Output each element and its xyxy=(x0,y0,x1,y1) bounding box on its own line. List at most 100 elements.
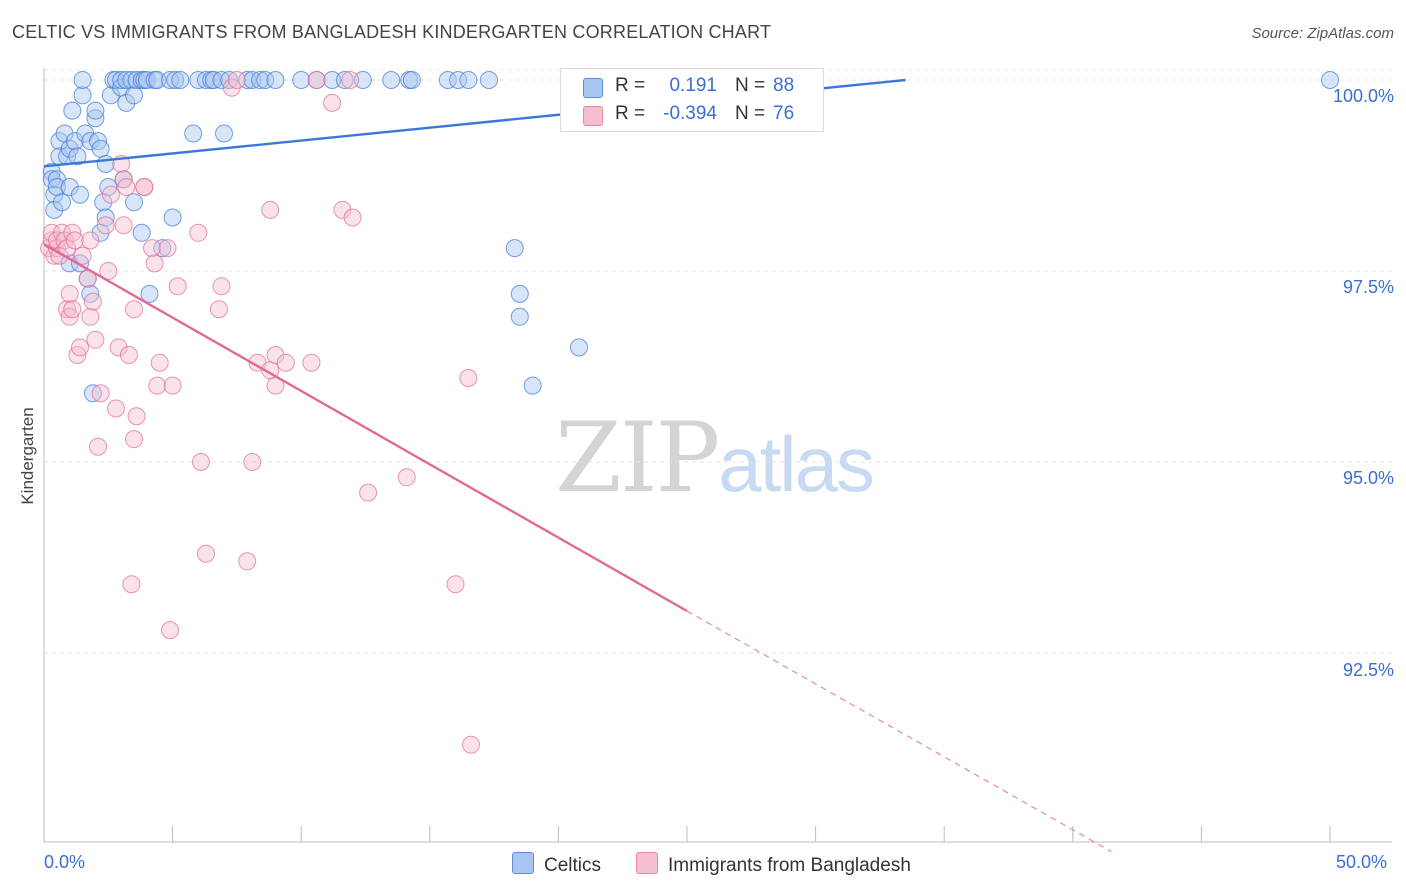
bangladesh-point-60 xyxy=(261,200,280,219)
bangladesh-point-68 xyxy=(333,200,352,219)
celtics-point-81 xyxy=(449,71,468,89)
celtics-point-32 xyxy=(96,208,115,227)
bangladesh-point-22 xyxy=(83,292,102,311)
bangladesh-point-54 xyxy=(212,277,231,296)
y-tick-label-97-5: 97.5% xyxy=(1342,277,1394,297)
legend-n-label: N = xyxy=(735,75,766,96)
watermark: ZIPatlas xyxy=(555,402,875,514)
bangladesh-point-34 xyxy=(117,178,136,196)
bangladesh-point-70 xyxy=(343,208,362,227)
celtics-point-74 xyxy=(323,71,342,89)
celtics-point-75 xyxy=(335,71,354,89)
celtics-point-39 xyxy=(112,71,131,89)
bottom-legend-swatch-celtics xyxy=(512,852,534,874)
bangladesh-point-28 xyxy=(101,185,120,204)
bangladesh-point-63 xyxy=(266,346,285,364)
bangladesh-point-18 xyxy=(73,246,92,265)
celtics-point-85 xyxy=(510,284,529,303)
celtics-point-20 xyxy=(73,71,92,89)
celtics-point-42 xyxy=(117,93,136,112)
bangladesh-point-36 xyxy=(122,575,141,594)
celtics-point-46 xyxy=(127,71,146,89)
celtics-point-67 xyxy=(238,71,257,89)
bangladesh-point-27 xyxy=(99,262,118,280)
y-axis-label: Kindergarten xyxy=(18,407,37,505)
celtics-point-84 xyxy=(505,239,524,258)
bangladesh-point-23 xyxy=(86,330,105,349)
source-label: Source: ZipAtlas.com xyxy=(1251,25,1394,42)
bangladesh-point-69 xyxy=(341,71,360,89)
stats-legend: R = 0.191 N = 88 R = -0.394 N = 76 xyxy=(560,68,824,132)
bangladesh-point-39 xyxy=(127,407,146,426)
bangladesh-point-46 xyxy=(158,239,177,258)
celtics-point-27 xyxy=(86,101,105,120)
celtics-point-25 xyxy=(83,384,102,403)
celtics-point-76 xyxy=(353,71,372,89)
bottom-legend-celtics: Celtics xyxy=(512,852,601,877)
celtics-point-41 xyxy=(117,71,136,89)
celtics-point-48 xyxy=(132,223,151,242)
celtics-point-54 xyxy=(153,239,172,258)
legend-row-celtics: R = 0.191 N = 88 xyxy=(561,72,823,100)
bangladesh-point-71 xyxy=(359,483,378,502)
celtics-point-15 xyxy=(65,132,84,151)
legend-n-value-bangladesh: 76 xyxy=(773,103,795,124)
celtics-point-26 xyxy=(86,109,105,128)
celtics-point-24 xyxy=(81,132,100,151)
celtics-point-57 xyxy=(166,71,185,89)
bangladesh-point-15 xyxy=(65,231,84,250)
bangladesh-point-41 xyxy=(135,178,154,196)
bangladesh-point-75 xyxy=(462,735,480,754)
celtics-point-72 xyxy=(292,71,311,89)
celtics-point-44 xyxy=(125,86,143,105)
legend-r-label: R = xyxy=(615,75,646,96)
celtics-point-88 xyxy=(570,338,588,357)
celtics-point-60 xyxy=(189,71,208,89)
bangladesh-trend-extension xyxy=(686,610,1112,853)
watermark-atlas: atlas xyxy=(718,420,875,508)
bottom-legend-swatch-bangladesh xyxy=(636,852,658,874)
celtics-point-61 xyxy=(197,71,215,89)
bangladesh-point-72 xyxy=(397,468,416,487)
bangladesh-point-24 xyxy=(89,437,107,456)
celtics-point-51 xyxy=(140,284,159,303)
watermark-zip: ZIP xyxy=(555,402,720,514)
bangladesh-point-49 xyxy=(168,277,187,296)
celtics-point-58 xyxy=(171,71,190,89)
celtics-point-3 xyxy=(45,200,64,219)
bangladesh-point-45 xyxy=(150,353,169,372)
bangladesh-point-29 xyxy=(107,399,125,418)
bangladesh-point-64 xyxy=(276,353,295,372)
bangladesh-point-21 xyxy=(81,307,100,326)
bangladesh-point-57 xyxy=(238,552,257,571)
bangladesh-point-53 xyxy=(209,300,228,319)
bangladesh-point-48 xyxy=(163,376,182,395)
celtics-point-77 xyxy=(382,71,401,89)
bangladesh-point-47 xyxy=(161,621,179,640)
legend-n-label: N = xyxy=(735,103,766,124)
bangladesh-point-37 xyxy=(125,300,143,319)
bangladesh-point-20 xyxy=(81,231,100,250)
bangladesh-point-25 xyxy=(91,384,110,403)
celtics-point-18 xyxy=(71,185,89,204)
celtics-point-53 xyxy=(148,71,167,89)
celtics-point-63 xyxy=(204,71,223,89)
y-tick-label-95: 95.0% xyxy=(1342,468,1394,488)
celtics-point-45 xyxy=(125,193,143,212)
bangladesh-point-35 xyxy=(119,346,138,364)
bangladesh-point-44 xyxy=(148,376,167,395)
bangladesh-trend-line xyxy=(43,243,688,613)
celtics-point-64 xyxy=(212,71,231,89)
bangladesh-point-65 xyxy=(302,353,321,372)
bangladesh-point-38 xyxy=(125,430,143,449)
celtics-point-13 xyxy=(60,178,79,196)
bottom-legend-bangladesh: Immigrants from Bangladesh xyxy=(636,852,911,877)
celtics-point-43 xyxy=(122,71,141,89)
bangladesh-point-32 xyxy=(114,216,133,235)
bangladesh-point-51 xyxy=(191,453,210,471)
legend-swatch-bangladesh xyxy=(583,106,603,126)
bangladesh-point-66 xyxy=(307,71,326,89)
celtics-point-8 xyxy=(53,193,71,212)
celtics-point-50 xyxy=(137,71,156,89)
